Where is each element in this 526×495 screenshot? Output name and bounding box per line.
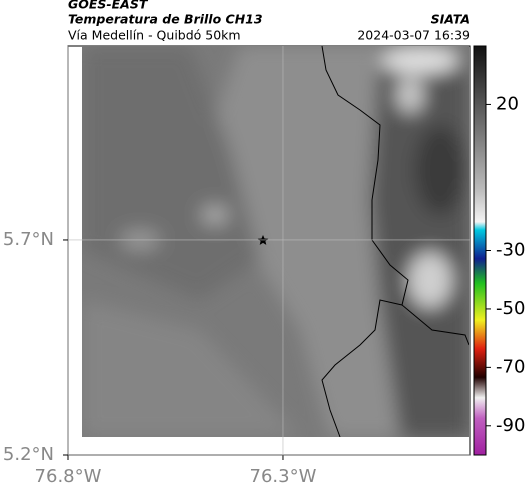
- title: GOES-EAST: [68, 0, 149, 12]
- source: SIATA: [431, 12, 470, 27]
- colorbar-tick-label: -70: [496, 356, 525, 377]
- subtitle: Temperatura de Brillo CH13: [68, 12, 263, 27]
- colorbar: [473, 45, 487, 456]
- satellite-image: [82, 46, 469, 437]
- x-tick-label: 76.3°W: [250, 466, 317, 487]
- colorbar-tick-label: -50: [496, 298, 525, 319]
- x-tick-label: 76.8°W: [35, 466, 102, 487]
- colorbar-tick-label: -90: [496, 415, 525, 436]
- colorbar-tick-label: 20: [496, 93, 519, 114]
- y-tick-label: 5.2°N: [3, 444, 54, 465]
- datetime: 2024-03-07 16:39: [357, 28, 470, 43]
- location: Vía Medellín - Quibdó 50km: [68, 28, 241, 43]
- colorbar-tick-label: -30: [496, 240, 525, 261]
- y-tick-label: 5.7°N: [3, 229, 54, 250]
